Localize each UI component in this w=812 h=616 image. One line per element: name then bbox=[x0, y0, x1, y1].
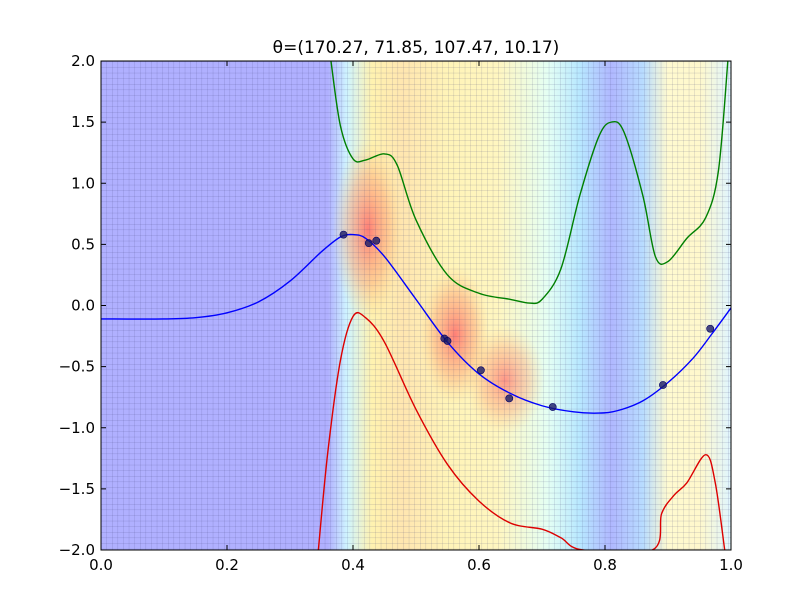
points-layer bbox=[339, 230, 715, 411]
x-tick-label-4: 0.8 bbox=[593, 556, 617, 574]
x-tick-label-3: 0.6 bbox=[467, 556, 491, 574]
y-tick-label-3: 0.5 bbox=[71, 235, 95, 253]
data-point-5 bbox=[476, 366, 485, 375]
series-line-0 bbox=[101, 233, 731, 414]
data-point-8 bbox=[659, 381, 667, 389]
y-axis: 2.0 1.5 1.0 0.5 0.0 −0.5 −1.0 −1.5 −2.0 bbox=[59, 52, 731, 559]
chart-title: θ=(170.27, 71.85, 107.47, 10.17) bbox=[273, 38, 560, 58]
x-tick-label-1: 0.2 bbox=[215, 556, 239, 574]
x-tick-label-5: 1.0 bbox=[719, 556, 743, 574]
y-tick-label-0: 2.0 bbox=[71, 52, 95, 70]
y-tick-label-7: −1.5 bbox=[59, 480, 95, 498]
y-tick-label-2: 1.0 bbox=[71, 174, 95, 192]
y-tick-label-5: −0.5 bbox=[59, 358, 95, 376]
data-point-6 bbox=[505, 394, 514, 403]
series-layer bbox=[101, 61, 731, 550]
data-point-7 bbox=[548, 403, 557, 411]
grid-overlay bbox=[101, 61, 731, 550]
x-axis: 0.0 0.2 0.4 0.6 0.8 1.0 bbox=[89, 61, 743, 574]
y-tick-label-4: 0.0 bbox=[71, 297, 95, 315]
data-point-1 bbox=[364, 239, 373, 248]
y-tick-label-8: −2.0 bbox=[59, 541, 95, 559]
series-line-1 bbox=[330, 61, 729, 305]
y-tick-label-1: 1.5 bbox=[71, 113, 95, 131]
series-line-2 bbox=[317, 311, 726, 550]
x-tick-label-2: 0.4 bbox=[341, 556, 365, 574]
data-point-9 bbox=[706, 324, 715, 333]
x-tick-label-0: 0.0 bbox=[89, 556, 113, 574]
data-point-4 bbox=[443, 337, 452, 345]
y-tick-label-6: −1.0 bbox=[59, 419, 95, 437]
data-point-0 bbox=[339, 230, 348, 239]
data-point-2 bbox=[372, 236, 381, 245]
